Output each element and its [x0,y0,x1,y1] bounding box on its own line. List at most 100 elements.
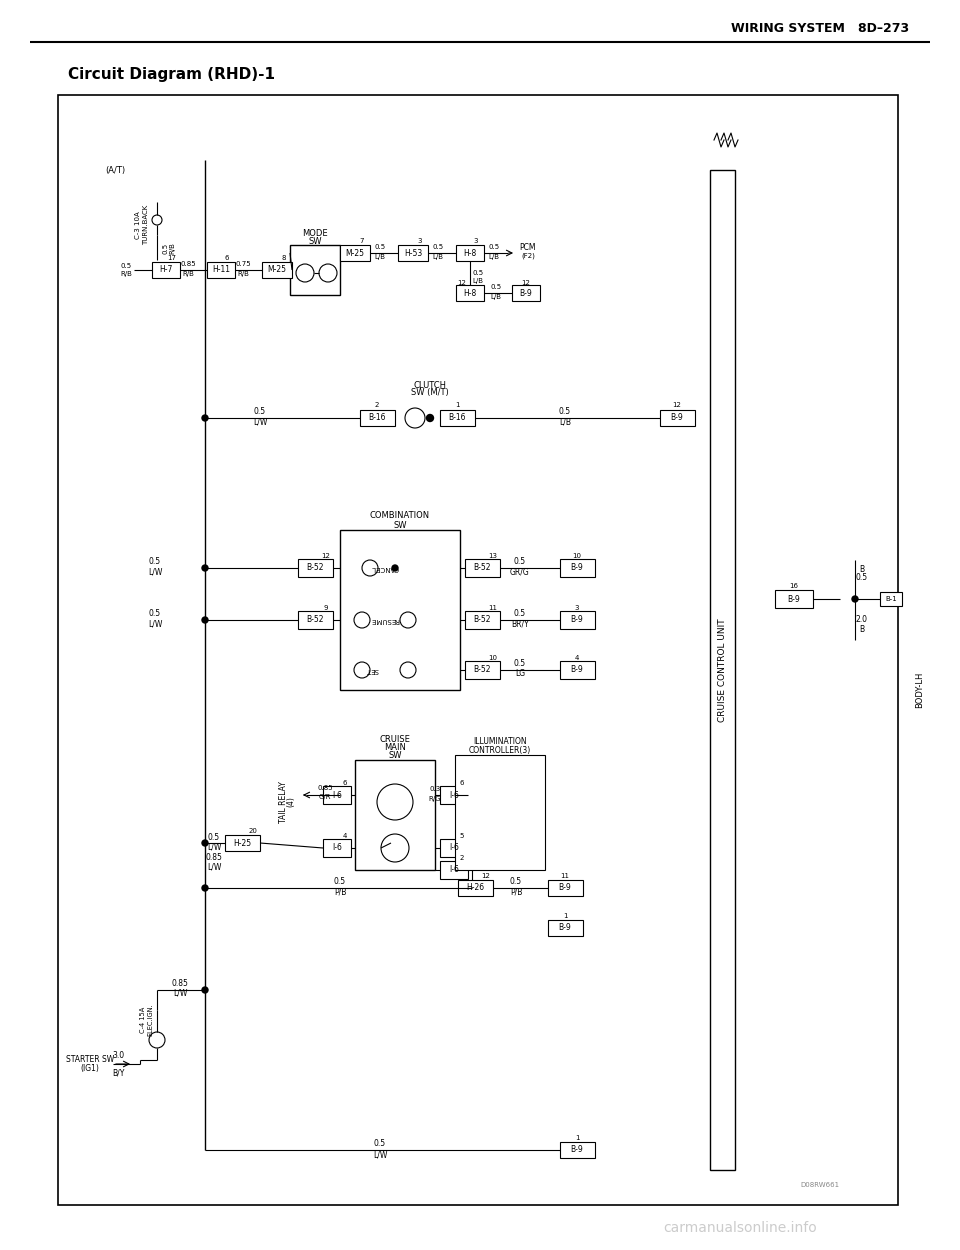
Bar [440,861,468,879]
Text: 0.5: 0.5 [374,1139,386,1148]
Text: (IG1): (IG1) [81,1065,100,1074]
Text: B-9: B-9 [787,595,801,604]
Bar [560,611,595,629]
Bar [323,839,351,858]
Text: 7: 7 [360,238,364,244]
Text: GR/G: GR/G [510,568,530,576]
Text: B-16: B-16 [369,414,386,422]
Text: B: B [859,625,865,635]
Text: TURN.BACK: TURN.BACK [143,205,149,245]
Bar [660,410,695,426]
Text: C-3 10A: C-3 10A [135,211,141,239]
Text: 10: 10 [489,655,497,661]
Text: 0.3: 0.3 [429,786,441,792]
Text: RESUME: RESUME [371,618,399,622]
Text: 16: 16 [789,582,799,589]
Text: 12: 12 [673,402,682,408]
Bar [548,920,583,936]
Text: 17: 17 [167,255,177,261]
Text: TAIL RELAY: TAIL RELAY [278,781,287,822]
Text: B-9: B-9 [570,665,584,675]
Text: 0.5: 0.5 [514,660,526,669]
Text: B-9: B-9 [559,924,571,932]
Bar [360,410,395,426]
Text: B-9: B-9 [570,1145,584,1155]
Text: 12: 12 [521,280,531,286]
Text: I-6: I-6 [449,865,459,875]
Text: SET: SET [366,668,378,672]
Text: R/G: R/G [429,796,442,802]
Text: 3.0: 3.0 [112,1051,124,1060]
Text: P/B: P/B [510,888,522,896]
Text: R/B: R/B [120,271,132,278]
Text: B-52: B-52 [306,615,324,625]
Text: 5: 5 [460,832,465,839]
Text: P/B: P/B [334,888,347,896]
Text: 12: 12 [458,280,467,286]
Text: L/B: L/B [559,418,571,426]
Text: H-8: H-8 [464,289,476,298]
Text: MODE: MODE [302,229,327,238]
Text: L/W: L/W [206,842,221,851]
Text: H-11: H-11 [212,265,230,275]
Text: CRUISE: CRUISE [379,735,411,745]
Bar [323,786,351,804]
Text: 0.5: 0.5 [162,242,168,254]
Bar [458,880,493,896]
Bar [355,760,435,870]
Circle shape [202,618,208,622]
Text: L/B: L/B [472,278,484,284]
Text: B: B [859,565,865,574]
Bar [100,152,690,358]
Text: CONTROLLER(3): CONTROLLER(3) [468,745,531,755]
Bar [298,559,333,578]
Bar [512,285,540,301]
Text: 8: 8 [281,255,286,261]
Text: BR/Y: BR/Y [511,620,529,629]
Text: R/B: R/B [182,271,194,278]
Text: B-52: B-52 [473,615,491,625]
Text: ILLUMINATION: ILLUMINATION [473,736,527,745]
Text: 0.5: 0.5 [254,408,266,416]
Text: H-8: H-8 [464,249,476,258]
Text: 0.5: 0.5 [208,832,220,841]
Text: 6: 6 [460,780,465,786]
Bar [340,530,460,690]
Circle shape [202,415,208,421]
Text: carmanualsonline.info: carmanualsonline.info [663,1221,817,1235]
Text: R/B: R/B [169,242,175,254]
Text: (4): (4) [286,796,296,808]
Bar [398,245,428,261]
Bar [58,95,898,1205]
Bar [465,661,500,679]
Text: 0.85: 0.85 [172,979,188,988]
Text: SW: SW [308,236,322,245]
Text: D08RW661: D08RW661 [801,1182,840,1188]
Text: B-52: B-52 [473,564,491,572]
Text: 0.5: 0.5 [514,558,526,566]
Text: 0.5: 0.5 [514,610,526,619]
Text: 6: 6 [225,255,229,261]
Bar [548,880,583,896]
Text: 2.0: 2.0 [856,615,868,625]
Text: B-9: B-9 [671,414,684,422]
Text: 12: 12 [482,872,491,879]
Circle shape [202,988,208,992]
Text: G/R: G/R [319,794,331,800]
Text: 0.5: 0.5 [510,878,522,886]
Text: 11: 11 [561,872,569,879]
Bar [152,262,180,278]
Text: 1: 1 [455,402,459,408]
Bar [880,592,902,606]
Text: 0.5: 0.5 [472,270,484,276]
Text: 3: 3 [473,238,478,244]
Text: 20: 20 [249,828,257,834]
Text: CRUISE CONTROL UNIT: CRUISE CONTROL UNIT [718,619,727,721]
Text: B-1: B-1 [885,596,897,602]
Text: 0.5: 0.5 [120,262,132,269]
Text: L/W: L/W [148,568,162,576]
Text: 0.85: 0.85 [317,785,333,791]
Bar [225,835,260,851]
Text: M-25: M-25 [268,265,286,275]
Circle shape [852,596,858,602]
